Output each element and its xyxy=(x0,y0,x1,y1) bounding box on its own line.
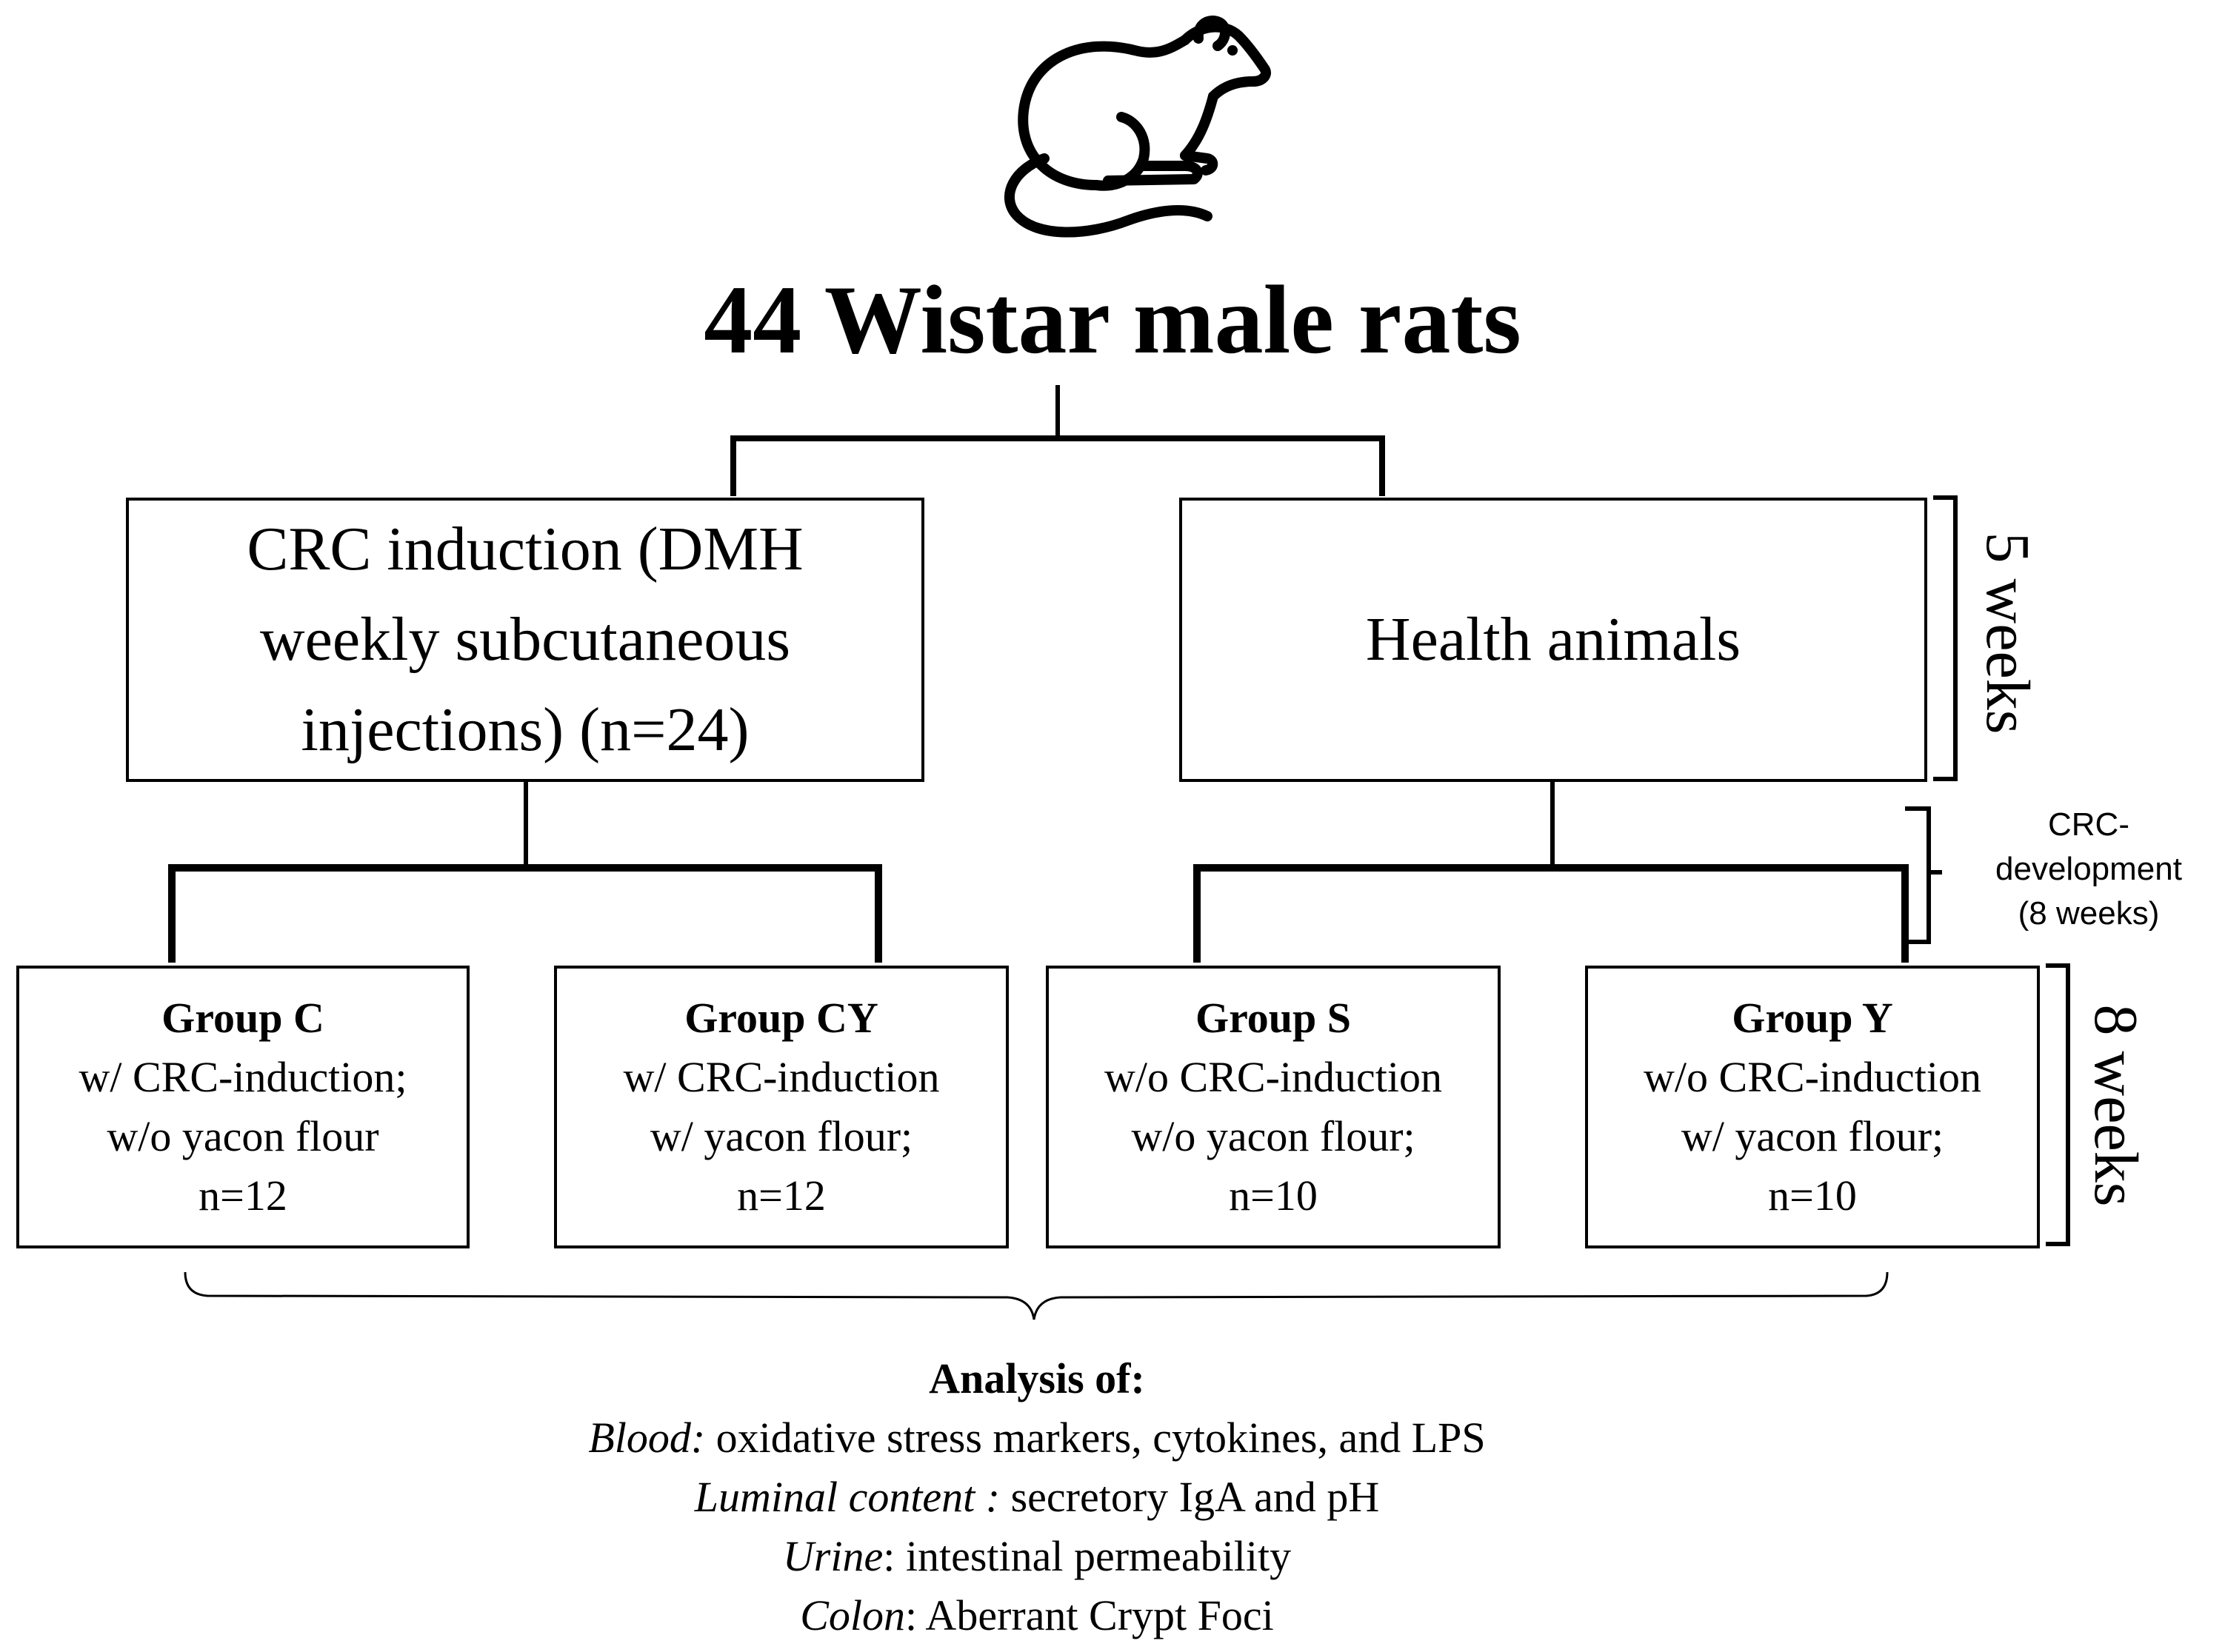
group-detail-2: w/o yacon flour; xyxy=(1131,1112,1415,1160)
phase2-duration: CRC- development (8 weeks) xyxy=(1955,803,2222,936)
health-animals-box: Health animals xyxy=(1179,498,1927,782)
group-title: Group CY xyxy=(684,994,878,1042)
phase3-bracket xyxy=(2046,963,2070,1246)
phase2-line-3: (8 weeks) xyxy=(2018,895,2160,932)
analysis-item: Urine: intestinal permeability xyxy=(0,1527,2074,1586)
analysis-item-label: Urine xyxy=(782,1532,884,1580)
health-animals-label: Health animals xyxy=(1365,605,1741,674)
analysis-item-text: oxidative stress markers, cytokines, and… xyxy=(705,1414,1486,1462)
analysis-section: Analysis of: Blood: oxidative stress mar… xyxy=(0,1349,2074,1645)
phase3-duration: 8 weeks xyxy=(2081,1004,2150,1207)
group-count: n=10 xyxy=(1229,1171,1318,1220)
analysis-item-label: Blood: xyxy=(588,1414,706,1462)
phase2-bracket xyxy=(1905,806,1942,944)
analysis-item-text: secretory IgA and pH xyxy=(1000,1473,1380,1521)
analysis-item-text: : intestinal permeability xyxy=(883,1532,1292,1580)
group-y-box: Group Y w/o CRC-induction w/ yacon flour… xyxy=(1585,966,2040,1248)
diagram-title: 44 Wistar male rats xyxy=(704,265,1521,374)
group-detail-1: w/ CRC-induction xyxy=(623,1053,940,1101)
analysis-item: Colon: Aberrant Crypt Foci xyxy=(0,1586,2074,1645)
left-branch-bar xyxy=(168,864,882,963)
analysis-item-text: : Aberrant Crypt Foci xyxy=(905,1591,1274,1639)
analysis-item: Blood: oxidative stress markers, cytokin… xyxy=(0,1408,2074,1468)
group-s-box: Group S w/o CRC-induction w/o yacon flou… xyxy=(1046,966,1501,1248)
analysis-item-label: Colon xyxy=(800,1591,906,1639)
crc-induction-line-1: CRC induction (DMH xyxy=(247,515,804,583)
phase2-line-2: development xyxy=(1995,851,2182,887)
crc-induction-line-3: injections) (n=24) xyxy=(301,695,750,764)
group-detail-1: w/o CRC-induction xyxy=(1644,1053,1981,1101)
right-branch-bar xyxy=(1193,864,1909,963)
phase1-bracket xyxy=(1933,495,1958,781)
group-detail-2: w/ yacon flour; xyxy=(650,1112,913,1160)
group-c-box: Group C w/ CRC-induction; w/o yacon flou… xyxy=(16,966,470,1248)
group-detail-1: w/o CRC-induction xyxy=(1104,1053,1442,1101)
rat-icon xyxy=(963,13,1274,250)
group-count: n=12 xyxy=(737,1171,826,1220)
phase1-duration: 5 weeks xyxy=(1973,532,2042,735)
group-detail-2: w/ yacon flour; xyxy=(1681,1112,1944,1160)
group-cy-box: Group CY w/ CRC-induction w/ yacon flour… xyxy=(554,966,1009,1248)
group-title: Group C xyxy=(161,994,324,1042)
analysis-brace xyxy=(184,1271,1889,1320)
crc-induction-line-2: weekly subcutaneous xyxy=(259,605,791,674)
group-detail-2: w/o yacon flour xyxy=(107,1112,379,1160)
group-title: Group S xyxy=(1195,994,1352,1042)
analysis-title: Analysis of: xyxy=(929,1354,1145,1402)
group-count: n=10 xyxy=(1768,1171,1857,1220)
analysis-item-label: Luminal content : xyxy=(694,1473,1001,1521)
analysis-item: Luminal content : secretory IgA and pH xyxy=(0,1468,2074,1527)
phase2-line-1: CRC- xyxy=(2048,806,2129,843)
rat-eye xyxy=(1227,45,1238,56)
crc-induction-box: CRC induction (DMH weekly subcutaneous i… xyxy=(126,498,924,782)
group-title: Group Y xyxy=(1732,994,1893,1042)
top-branch-bar xyxy=(730,435,1385,496)
group-detail-1: w/ CRC-induction; xyxy=(79,1053,407,1101)
group-count: n=12 xyxy=(199,1171,287,1220)
